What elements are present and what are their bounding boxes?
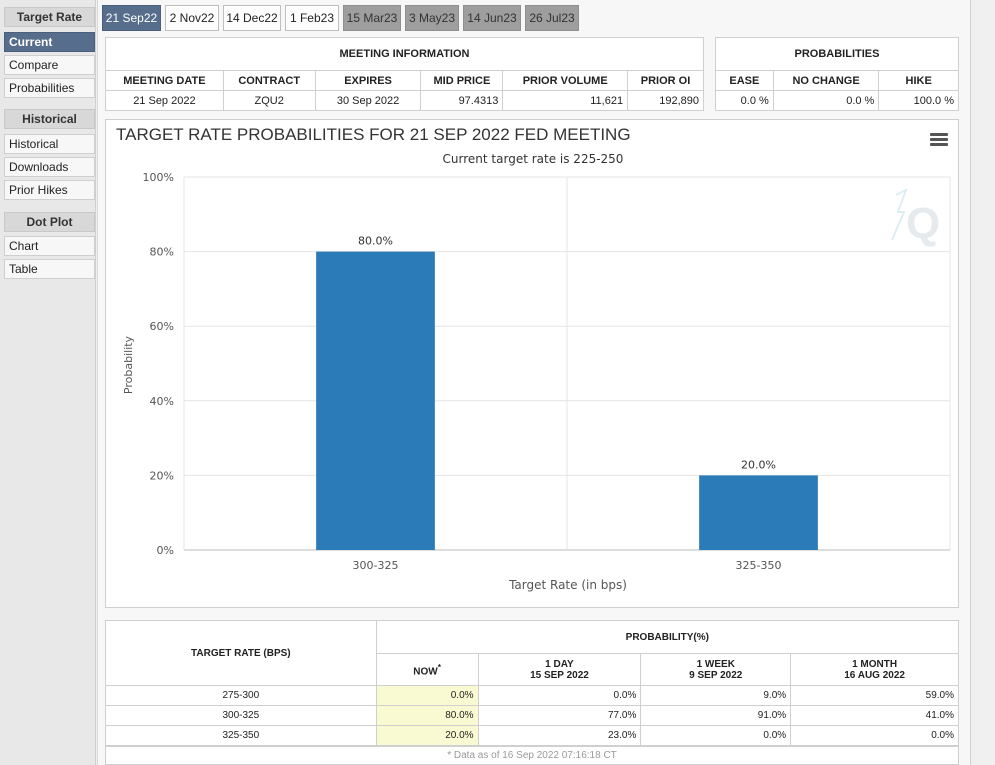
meeting-info-table: MEETING INFORMATION MEETING DATE CONTRAC… bbox=[105, 37, 704, 111]
col-prior-oi: PRIOR OI bbox=[627, 70, 704, 91]
tab-1-feb23[interactable]: 1 Feb23 bbox=[285, 5, 339, 31]
target-rate-header: TARGET RATE (BPS) bbox=[105, 620, 377, 686]
prior-oi-value: 192,890 bbox=[627, 90, 704, 111]
y-tick-label: 80% bbox=[150, 246, 174, 259]
sidebar-item-current[interactable]: Current bbox=[4, 32, 95, 52]
col-no-change: NO CHANGE bbox=[772, 70, 880, 91]
table-row: 275-300 0.0% 0.0% 9.0% 59.0% bbox=[105, 685, 959, 706]
one-week-header: 1 WEEK 9 SEP 2022 bbox=[640, 653, 792, 686]
ease-value: 0.0 % bbox=[715, 90, 774, 111]
y-tick-label: 100% bbox=[143, 171, 174, 184]
prior-volume-value: 11,621 bbox=[502, 90, 629, 111]
sidebar-section-historical: Historical bbox=[4, 109, 95, 129]
no-change-value: 0.0 % bbox=[772, 90, 880, 111]
probabilities-table: PROBABILITIES EASE NO CHANGE HIKE 0.0 % … bbox=[715, 37, 959, 111]
probability-header: PROBABILITY(%) bbox=[375, 620, 960, 654]
probability-history-table: TARGET RATE (BPS) PROBABILITY(%) NOW* 1 … bbox=[105, 620, 960, 746]
one-month-header: 1 MONTH 16 AUG 2022 bbox=[790, 653, 959, 686]
col-meeting-date: MEETING DATE bbox=[105, 70, 224, 91]
y-tick-label: 20% bbox=[150, 469, 174, 482]
col-expires: EXPIRES bbox=[314, 70, 422, 91]
bar-chart: Q 0% 20% 40% 60% 80% 100% 80.0% 300-325 20.0% 325… bbox=[122, 171, 951, 592]
sidebar-item-downloads[interactable]: Downloads bbox=[4, 157, 95, 177]
tab-14-dec22[interactable]: 14 Dec22 bbox=[223, 5, 281, 31]
chart-subtitle: Current target rate is 225-250 bbox=[442, 152, 624, 166]
y-tick-label: 0% bbox=[157, 544, 174, 557]
hamburger-menu-icon[interactable] bbox=[930, 133, 948, 147]
x-axis-label: Target Rate (in bps) bbox=[508, 578, 627, 592]
tab-2-nov22[interactable]: 2 Nov22 bbox=[165, 5, 219, 31]
probabilities-title: PROBABILITIES bbox=[715, 37, 959, 71]
sidebar-item-historical[interactable]: Historical bbox=[4, 134, 95, 154]
one-day-header: 1 DAY 15 SEP 2022 bbox=[477, 653, 642, 686]
tab-21-sep22[interactable]: 21 Sep22 bbox=[102, 5, 161, 31]
y-axis-label: Probability bbox=[122, 335, 135, 394]
sidebar: Target Rate Current Compare Probabilitie… bbox=[0, 0, 96, 765]
meeting-info-title: MEETING INFORMATION bbox=[105, 37, 704, 71]
sidebar-item-chart[interactable]: Chart bbox=[4, 236, 95, 256]
tab-14-jun23[interactable]: 14 Jun23 bbox=[463, 5, 521, 31]
chart-title: TARGET RATE PROBABILITIES FOR 21 SEP 202… bbox=[116, 125, 631, 144]
x-tick-label: 325-350 bbox=[736, 559, 782, 572]
col-mid-price: MID PRICE bbox=[420, 70, 504, 91]
sidebar-item-prior-hikes[interactable]: Prior Hikes bbox=[4, 180, 95, 200]
tab-3-may23[interactable]: 3 May23 bbox=[405, 5, 459, 31]
sidebar-item-table[interactable]: Table bbox=[4, 259, 95, 279]
col-ease: EASE bbox=[715, 70, 774, 91]
expires-value: 30 Sep 2022 bbox=[314, 90, 422, 111]
table-row: 325-350 20.0% 23.0% 0.0% 0.0% bbox=[105, 725, 959, 746]
data-timestamp-footnote: * Data as of 16 Sep 2022 07:16:18 CT bbox=[105, 746, 959, 765]
y-tick-label: 40% bbox=[150, 395, 174, 408]
tab-15-mar23[interactable]: 15 Mar23 bbox=[343, 5, 401, 31]
now-footnote-marker: * bbox=[437, 661, 441, 672]
meeting-date-value: 21 Sep 2022 bbox=[105, 90, 224, 111]
sidebar-section-target-rate: Target Rate bbox=[4, 7, 95, 27]
bar-325-350[interactable] bbox=[699, 475, 818, 550]
bar-data-label: 20.0% bbox=[741, 458, 776, 471]
col-hike: HIKE bbox=[878, 70, 959, 91]
x-tick-label: 300-325 bbox=[353, 559, 399, 572]
chart-panel: TARGET RATE PROBABILITIES FOR 21 SEP 202… bbox=[105, 119, 959, 608]
table-row: 300-325 80.0% 77.0% 91.0% 41.0% bbox=[105, 705, 959, 726]
sidebar-section-dot-plot: Dot Plot bbox=[4, 212, 95, 232]
sidebar-item-compare[interactable]: Compare bbox=[4, 55, 95, 75]
mid-price-value: 97.4313 bbox=[420, 90, 504, 111]
svg-text:Q: Q bbox=[906, 199, 940, 248]
bar-300-325[interactable] bbox=[316, 251, 435, 550]
sidebar-item-probabilities[interactable]: Probabilities bbox=[4, 78, 95, 98]
now-header: NOW* bbox=[375, 653, 479, 686]
bar-data-label: 80.0% bbox=[358, 235, 393, 248]
contract-value: ZQU2 bbox=[222, 90, 316, 111]
col-contract: CONTRACT bbox=[222, 70, 316, 91]
tab-26-jul23[interactable]: 26 Jul23 bbox=[525, 5, 579, 31]
col-prior-volume: PRIOR VOLUME bbox=[502, 70, 629, 91]
y-tick-label: 60% bbox=[150, 320, 174, 333]
hike-value: 100.0 % bbox=[878, 90, 959, 111]
quikstrike-logo-icon: Q bbox=[891, 187, 940, 248]
